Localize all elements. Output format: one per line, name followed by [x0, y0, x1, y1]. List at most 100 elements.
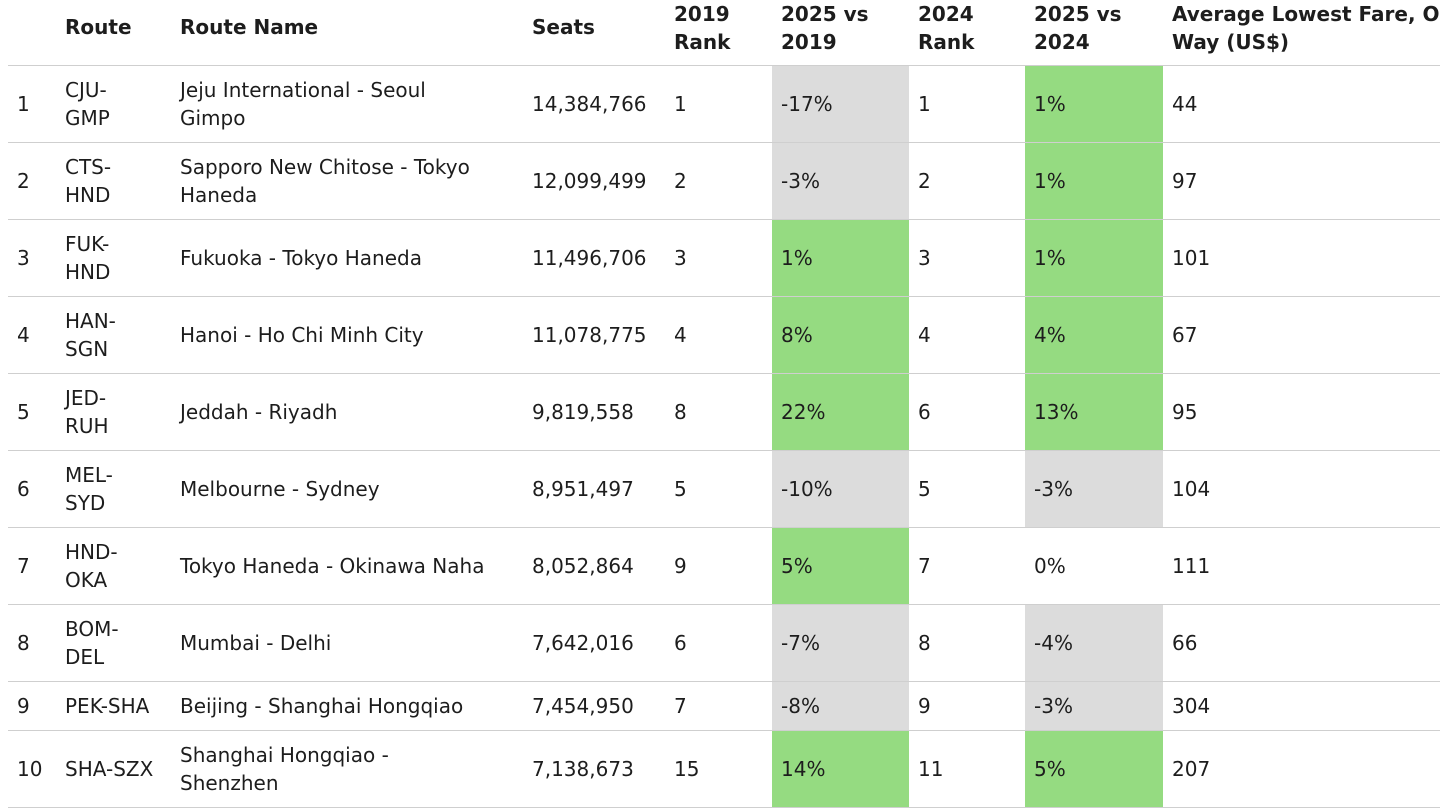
header-line: 2025 vs [1034, 2, 1122, 26]
cell-average-fare: 207 [1163, 730, 1440, 808]
cell-seats: 7,454,950 [523, 681, 665, 731]
cell-seats: 11,496,706 [523, 219, 665, 297]
cell-route-name: Sapporo New Chitose - Tokyo Haneda [171, 142, 523, 220]
header-line: Average Lowest Fare, One [1172, 2, 1440, 26]
table-row: 5 JED- RUH Jeddah - Riyadh 9,819,558 8 22% 6 13%… [8, 373, 1440, 451]
cell-rank-2024: 1 [909, 65, 1025, 143]
cell-vs-2019: -10% [772, 450, 909, 528]
cell-vs-2024: 5% [1025, 730, 1163, 808]
header-line: 2024 [918, 2, 974, 26]
cell-seats: 8,951,497 [523, 450, 665, 528]
header-line: Rank [918, 30, 975, 54]
header-rank-2019: 2019 Rank [665, 0, 772, 66]
cell-rank-2024: 9 [909, 681, 1025, 731]
cell-route-name: Mumbai - Delhi [171, 604, 523, 682]
cell-vs-2019: -7% [772, 604, 909, 682]
cell-route-name-line: Melbourne - Sydney [180, 476, 380, 501]
cell-average-fare: 95 [1163, 373, 1440, 451]
cell-route-name-line: Mumbai - Delhi [180, 630, 332, 655]
cell-route-name-line: Fukuoka - Tokyo Haneda [180, 245, 422, 270]
cell-route: SHA-SZX [56, 730, 171, 808]
cell-route-name: Jeddah - Riyadh [171, 373, 523, 451]
cell-rank-2019: 1 [665, 65, 772, 143]
header-line: 2024 [1034, 30, 1090, 54]
cell-index: 6 [8, 450, 56, 528]
table-row: 1 CJU- GMP Jeju International - Seoul Gimpo 1… [8, 65, 1440, 143]
cell-index: 10 [8, 730, 56, 808]
cell-route-name-line: Shenzhen [180, 770, 279, 795]
cell-rank-2024: 4 [909, 296, 1025, 374]
cell-index: 3 [8, 219, 56, 297]
cell-seats: 7,642,016 [523, 604, 665, 682]
table-row: 6 MEL- SYD Melbourne - Sydney 8,951,497 5 -10%… [8, 450, 1440, 528]
cell-route-line: RUH [65, 413, 109, 438]
cell-route-line: HND [65, 182, 111, 207]
cell-vs-2024: 4% [1025, 296, 1163, 374]
cell-route-name: Shanghai Hongqiao - Shenzhen [171, 730, 523, 808]
cell-seats: 7,138,673 [523, 730, 665, 808]
cell-route-name-line: Tokyo Haneda - Okinawa Naha [180, 553, 485, 578]
cell-average-fare: 101 [1163, 219, 1440, 297]
cell-route: PEK-SHA [56, 681, 171, 731]
cell-route-name-line: Jeddah - Riyadh [180, 399, 338, 424]
cell-route-line: SHA-SZX [65, 756, 154, 781]
cell-route-name: Hanoi - Ho Chi Minh City [171, 296, 523, 374]
cell-seats: 11,078,775 [523, 296, 665, 374]
cell-route-line: CTS- [65, 154, 112, 179]
cell-route-name-line: Haneda [180, 182, 258, 207]
cell-route-line: OKA [65, 567, 108, 592]
cell-vs-2019: 8% [772, 296, 909, 374]
cell-route-line: PEK-SHA [65, 693, 150, 718]
cell-route: CTS- HND [56, 142, 171, 220]
cell-rank-2024: 6 [909, 373, 1025, 451]
cell-vs-2019: 5% [772, 527, 909, 605]
cell-vs-2024: 1% [1025, 65, 1163, 143]
table-row: 3 FUK- HND Fukuoka - Tokyo Haneda 11,496,706… [8, 219, 1440, 297]
cell-seats: 8,052,864 [523, 527, 665, 605]
cell-route-line: GMP [65, 105, 110, 130]
cell-average-fare: 97 [1163, 142, 1440, 220]
routes-table: Route Route Name Seats 2019 Rank 2025 vs… [8, 0, 1440, 808]
cell-route-line: CJU- [65, 77, 107, 102]
cell-route-name: Jeju International - Seoul Gimpo [171, 65, 523, 143]
cell-vs-2019: 22% [772, 373, 909, 451]
cell-rank-2019: 9 [665, 527, 772, 605]
cell-route-name: Tokyo Haneda - Okinawa Naha [171, 527, 523, 605]
cell-rank-2024: 11 [909, 730, 1025, 808]
header-vs-2024: 2025 vs 2024 [1025, 0, 1163, 66]
header-seats: Seats [523, 0, 665, 66]
cell-vs-2019: -3% [772, 142, 909, 220]
cell-route-name-line: Hanoi - Ho Chi Minh City [180, 322, 424, 347]
cell-rank-2019: 7 [665, 681, 772, 731]
cell-vs-2024: 1% [1025, 142, 1163, 220]
header-route: Route [56, 0, 171, 66]
cell-vs-2024: 1% [1025, 219, 1163, 297]
cell-rank-2024: 3 [909, 219, 1025, 297]
cell-average-fare: 304 [1163, 681, 1440, 731]
cell-seats: 14,384,766 [523, 65, 665, 143]
cell-route-line: HND [65, 259, 111, 284]
cell-vs-2024: -3% [1025, 450, 1163, 528]
cell-route: JED- RUH [56, 373, 171, 451]
cell-route-name-line: Shanghai Hongqiao - [180, 742, 389, 767]
cell-index: 7 [8, 527, 56, 605]
header-line: Rank [674, 30, 731, 54]
cell-route-name-line: Gimpo [180, 105, 246, 130]
cell-index: 4 [8, 296, 56, 374]
cell-rank-2019: 8 [665, 373, 772, 451]
cell-rank-2019: 15 [665, 730, 772, 808]
cell-route-line: HAN- [65, 308, 116, 333]
cell-route-line: JED- [65, 385, 107, 410]
table-row: 4 HAN- SGN Hanoi - Ho Chi Minh City 11,078,7… [8, 296, 1440, 374]
cell-route: HAN- SGN [56, 296, 171, 374]
cell-rank-2019: 3 [665, 219, 772, 297]
table-row: 8 BOM- DEL Mumbai - Delhi 7,642,016 6 -7% 8 -4% 6… [8, 604, 1440, 682]
header-route-name: Route Name [171, 0, 523, 66]
cell-vs-2019: -8% [772, 681, 909, 731]
cell-route-name-line: Jeju International - Seoul [180, 77, 426, 102]
cell-vs-2019: -17% [772, 65, 909, 143]
cell-index: 9 [8, 681, 56, 731]
cell-route-line: SGN [65, 336, 109, 361]
cell-route-line: HND- [65, 539, 118, 564]
table-row: 2 CTS- HND Sapporo New Chitose - Tokyo Haned… [8, 142, 1440, 220]
